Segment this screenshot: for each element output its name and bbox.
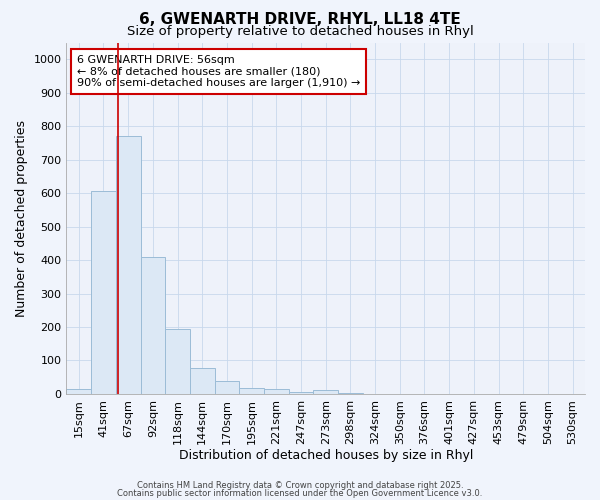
Text: Size of property relative to detached houses in Rhyl: Size of property relative to detached ho… (127, 25, 473, 38)
X-axis label: Distribution of detached houses by size in Rhyl: Distribution of detached houses by size … (179, 450, 473, 462)
Y-axis label: Number of detached properties: Number of detached properties (15, 120, 28, 316)
Text: 6 GWENARTH DRIVE: 56sqm
← 8% of detached houses are smaller (180)
90% of semi-de: 6 GWENARTH DRIVE: 56sqm ← 8% of detached… (77, 55, 360, 88)
Bar (239, 388, 264, 394)
Bar (116, 136, 140, 394)
Bar (215, 380, 239, 394)
Bar (165, 330, 190, 394)
Text: Contains public sector information licensed under the Open Government Licence v3: Contains public sector information licen… (118, 488, 482, 498)
Text: Contains HM Land Registry data © Crown copyright and database right 2025.: Contains HM Land Registry data © Crown c… (137, 481, 463, 490)
Bar (67, 389, 91, 394)
Text: 6, GWENARTH DRIVE, RHYL, LL18 4TE: 6, GWENARTH DRIVE, RHYL, LL18 4TE (139, 12, 461, 28)
Bar (140, 256, 165, 394)
Bar (338, 393, 363, 394)
Bar (289, 392, 313, 394)
Bar (91, 192, 116, 394)
Bar (190, 368, 215, 394)
Bar (313, 390, 338, 394)
Bar (264, 390, 289, 394)
